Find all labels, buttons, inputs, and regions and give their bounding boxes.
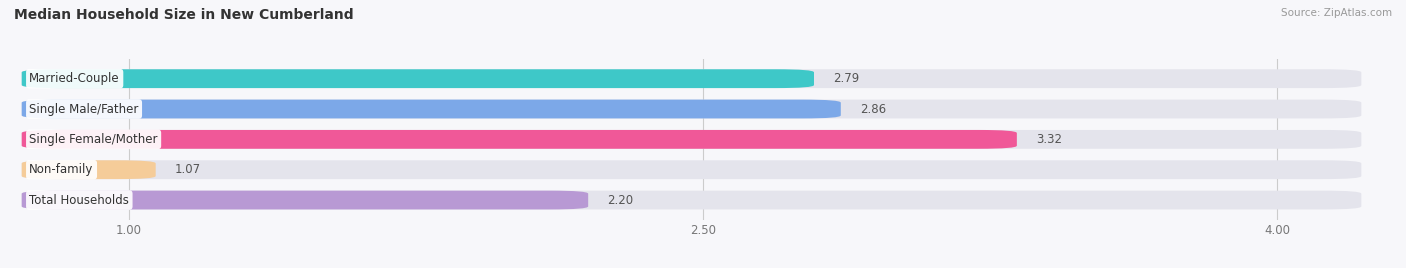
FancyBboxPatch shape [21,160,156,179]
Text: 2.86: 2.86 [860,103,886,116]
Text: Single Male/Father: Single Male/Father [30,103,139,116]
Text: 3.32: 3.32 [1036,133,1062,146]
Text: 1.07: 1.07 [174,163,201,176]
FancyBboxPatch shape [21,100,1361,118]
FancyBboxPatch shape [21,160,1361,179]
FancyBboxPatch shape [21,69,814,88]
Text: Married-Couple: Married-Couple [30,72,120,85]
FancyBboxPatch shape [21,130,1017,149]
FancyBboxPatch shape [21,130,1361,149]
Text: Non-family: Non-family [30,163,94,176]
FancyBboxPatch shape [21,100,841,118]
Text: 2.79: 2.79 [834,72,859,85]
Text: Single Female/Mother: Single Female/Mother [30,133,157,146]
Text: 2.20: 2.20 [607,193,634,207]
FancyBboxPatch shape [21,191,588,210]
FancyBboxPatch shape [21,69,1361,88]
Text: Total Households: Total Households [30,193,129,207]
Text: Source: ZipAtlas.com: Source: ZipAtlas.com [1281,8,1392,18]
FancyBboxPatch shape [21,191,1361,210]
Text: Median Household Size in New Cumberland: Median Household Size in New Cumberland [14,8,354,22]
